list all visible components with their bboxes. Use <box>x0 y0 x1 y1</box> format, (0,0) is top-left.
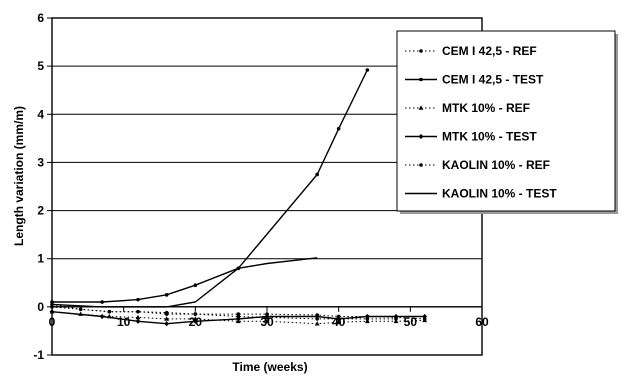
data-point <box>336 319 342 325</box>
data-point <box>193 312 198 316</box>
legend-box <box>396 30 616 212</box>
data-point <box>315 172 319 177</box>
data-point <box>164 316 170 321</box>
data-point <box>164 321 170 327</box>
data-point <box>78 307 83 312</box>
x-tick-label: 50 <box>404 315 418 329</box>
data-point <box>164 293 169 297</box>
y-axis-title: Length variation (mm/m) <box>12 106 26 246</box>
data-point <box>107 309 112 314</box>
legend-label: MTK 10% - TEST <box>442 130 537 144</box>
data-point <box>135 314 141 320</box>
data-point <box>50 300 54 304</box>
legend-item: KAOLIN 10% - TEST <box>405 187 557 201</box>
x-tick-label: 30 <box>260 315 274 329</box>
legend-item: KAOLIN 10% - REF <box>405 158 550 172</box>
series-1 <box>50 68 370 304</box>
data-point <box>136 309 140 314</box>
legend-marker <box>419 77 423 82</box>
data-point <box>135 318 141 324</box>
legend-label: CEM I 42,5 - TEST <box>442 73 544 87</box>
data-point <box>193 283 198 287</box>
data-point <box>265 315 269 320</box>
data-point <box>365 68 370 72</box>
series-line <box>52 69 368 303</box>
x-tick-label: 20 <box>189 315 203 329</box>
x-tick-label: 40 <box>332 315 346 329</box>
y-tick-label: 2 <box>37 204 44 218</box>
series-layer <box>49 68 428 327</box>
data-point <box>99 313 105 320</box>
series-line <box>51 311 425 325</box>
y-tick-label: 0 <box>37 300 44 314</box>
x-axis-title: Time (weeks) <box>232 360 307 374</box>
legend-item: CEM I 42,5 - TEST <box>405 73 544 87</box>
data-point <box>50 305 54 309</box>
data-point <box>236 314 241 319</box>
data-point <box>192 316 198 321</box>
y-tick-label: 1 <box>37 252 44 266</box>
data-point <box>235 316 241 322</box>
data-point <box>136 297 140 302</box>
data-point <box>264 318 270 324</box>
data-point <box>100 300 104 304</box>
y-tick-label: 5 <box>37 59 44 73</box>
legend-label: KAOLIN 10% - TEST <box>442 187 557 201</box>
data-point <box>393 313 399 320</box>
y-tick-label: 6 <box>37 11 44 25</box>
data-point <box>336 317 341 321</box>
data-point <box>393 318 399 324</box>
legend-item: MTK 10% - TEST <box>405 130 537 144</box>
series-line <box>51 306 396 320</box>
x-tick-label: 60 <box>475 315 489 329</box>
series-4 <box>50 305 398 321</box>
x-tick-label: 10 <box>117 315 131 329</box>
legend-marker <box>418 133 424 140</box>
legend: CEM I 42,5 - REF CEM I 42,5 - TEST MTK 10%… <box>396 30 618 214</box>
legend-label: CEM I 42,5 - REF <box>442 44 537 58</box>
legend-label: KAOLIN 10% - REF <box>442 158 550 172</box>
legend-label: MTK 10% - REF <box>442 101 530 115</box>
data-point <box>422 313 428 320</box>
series-5 <box>51 257 318 308</box>
legend-item: MTK 10% - REF <box>405 101 530 115</box>
y-tick-label: 4 <box>37 107 44 121</box>
y-tick-label: 3 <box>37 155 44 169</box>
data-point <box>314 321 320 326</box>
series-line <box>51 257 318 308</box>
data-point <box>164 312 169 316</box>
data-point <box>394 317 398 321</box>
data-point <box>49 309 55 315</box>
y-tick-label: -1 <box>33 348 44 362</box>
x-tick-label: 0 <box>49 315 56 329</box>
legend-item: CEM I 42,5 - REF <box>405 44 537 58</box>
data-point <box>422 317 428 323</box>
legend-marker <box>419 49 423 53</box>
legend-marker <box>418 105 424 110</box>
data-point <box>192 318 198 324</box>
data-point <box>315 317 319 321</box>
data-point <box>365 317 370 321</box>
data-point <box>336 126 341 131</box>
data-point <box>364 318 370 324</box>
legend-marker <box>419 163 423 167</box>
